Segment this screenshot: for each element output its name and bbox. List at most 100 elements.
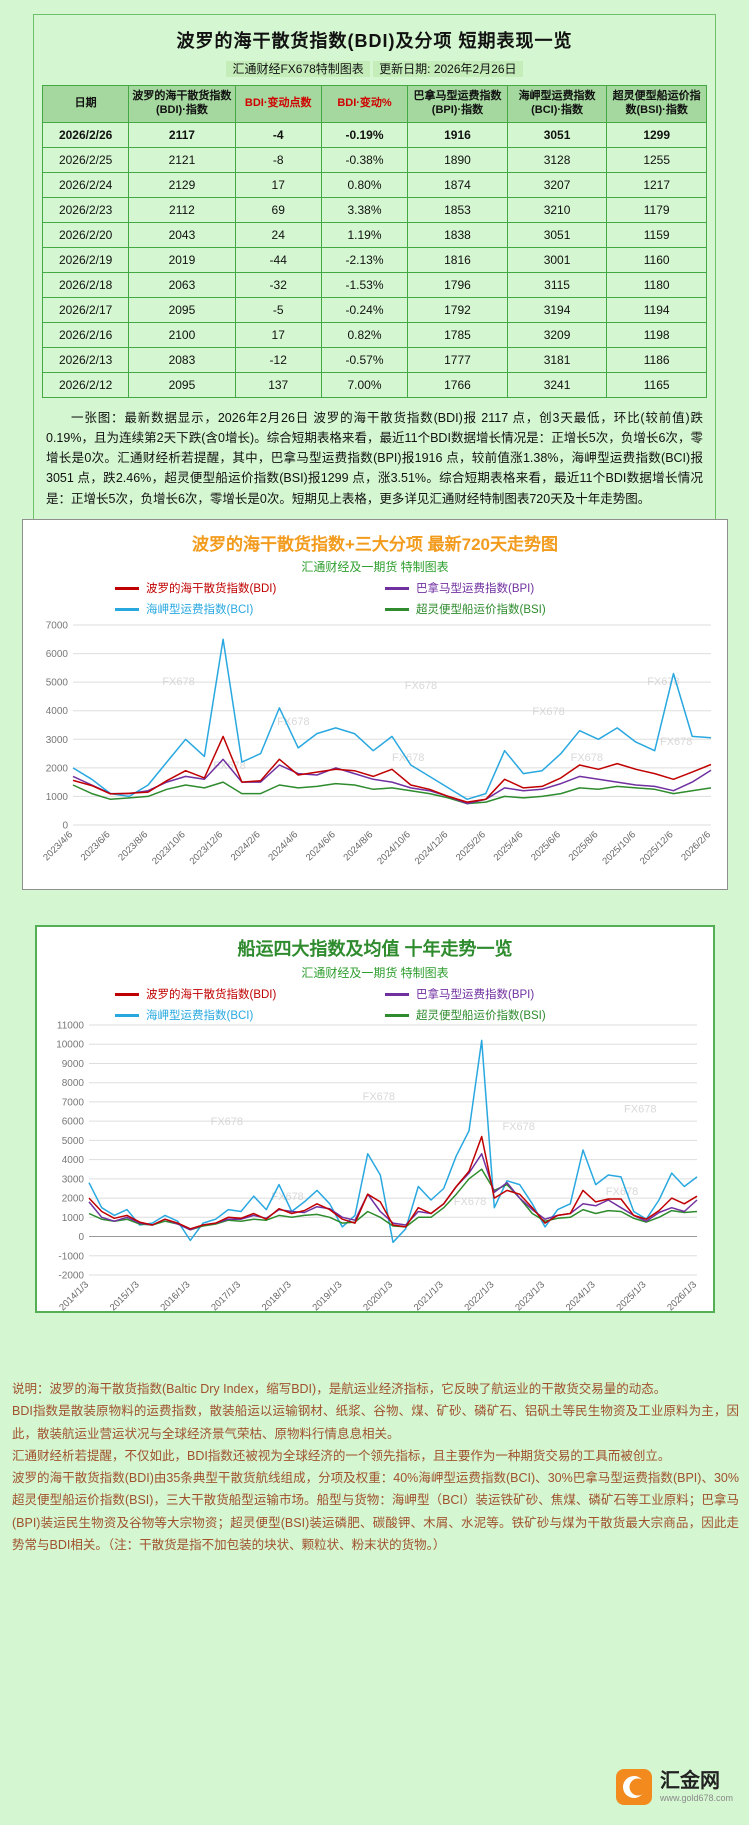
table-body: 2026/2/26 2117 -4 -0.19% 1916 3051 1299 2026/2/… [41,121,707,398]
table-cell: 2026/2/19 [41,246,130,273]
legend-item-bsi: 超灵便型船运价指数(BSI) [385,1007,635,1023]
svg-text:FX678: FX678 [392,752,424,764]
svg-text:3000: 3000 [62,1174,85,1185]
table-cell: 2026/2/26 [41,121,130,148]
table-cell: 2112 [128,196,236,223]
table-cell: 17 [234,321,322,348]
note-composition: 波罗的海干散货指数(BDI)由35条典型干散货航线组成，分项及权重：40%海岬型… [12,1471,739,1552]
svg-text:2014/1/3: 2014/1/3 [57,1279,91,1313]
table-cell: 1165 [606,371,707,398]
chart-720d-title: 波罗的海干散货指数+三大分项 最新720天走势图 [191,535,558,554]
table-cell: 137 [234,371,322,398]
svg-text:2026/2/6: 2026/2/6 [679,829,713,863]
table-cell: -8 [234,146,322,173]
table-cell: 2063 [128,271,236,298]
bpi-line-key [385,992,409,996]
table-cell: 1194 [606,296,707,323]
svg-text:2024/6/6: 2024/6/6 [304,829,338,863]
note-indicator: 汇通财经析若提醒，不仅如此，BDI指数还被视为全球经济的一个领先指标，且主要作为… [12,1448,671,1463]
svg-text:2024/10/6: 2024/10/6 [375,829,413,867]
table-cell: -5 [234,296,322,323]
svg-text:3000: 3000 [46,735,69,746]
bci-line-key [115,607,139,611]
table-cell: 3241 [506,371,608,398]
svg-text:2016/1/3: 2016/1/3 [159,1279,193,1313]
note-definition: 说明：波罗的海干散货指数(Baltic Dry Index，缩写BDI)，是航运… [12,1382,667,1396]
table-cell: 1853 [407,196,508,223]
bdi-short-term-panel: 波罗的海干散货指数(BDI)及分项 短期表现一览 汇通财经FX678特制图表 更… [33,14,716,522]
table-row: 2026/2/18 2063 -32 -1.53% 1796 3115 1180 [41,271,707,298]
svg-text:2017/1/3: 2017/1/3 [209,1279,243,1313]
table-cell: 3115 [506,271,608,298]
table-cell: 0.80% [320,171,409,198]
table-row: 2026/2/17 2095 -5 -0.24% 1792 3194 1194 [41,296,707,323]
table-cell: 1.19% [320,221,409,248]
table-cell: 3051 [506,121,608,148]
chart-720d-panel: 波罗的海干散货指数+三大分项 最新720天走势图 汇通财经及一期货 特制图表 波… [22,519,728,890]
chart-10y-panel: 船运四大指数及均值 十年走势一览 汇通财经及一期货 特制图表 波罗的海干散货指数… [35,925,715,1313]
table-cell: 3128 [506,146,608,173]
svg-text:11000: 11000 [57,1021,85,1032]
table-cell: 0.82% [320,321,409,348]
svg-text:10000: 10000 [56,1040,84,1051]
table-cell: -0.57% [320,346,409,373]
svg-text:2022/1/3: 2022/1/3 [463,1279,497,1313]
svg-text:2025/4/6: 2025/4/6 [492,829,526,863]
svg-text:7000: 7000 [46,621,69,632]
legend-label-bpi: 巴拿马型运费指数(BPI) [416,989,535,1001]
table-cell: 1255 [606,146,707,173]
table-cell: -0.38% [320,146,409,173]
table-cell: 1874 [407,171,508,198]
svg-text:7000: 7000 [62,1097,85,1108]
table-cell: 2026/2/25 [41,146,130,173]
legend-item-bpi: 巴拿马型运费指数(BPI) [385,986,635,1002]
svg-text:FX678: FX678 [571,752,603,764]
table-row: 2026/2/12 2095 137 7.00% 1766 3241 1165 [41,371,707,398]
table-cell: 1766 [407,371,508,398]
table-cell: 17 [234,171,322,198]
chart-10y-legend: 波罗的海干散货指数(BDI) 巴拿马型运费指数(BPI) 海岬型运费指数(BCI… [41,986,709,1023]
table-cell: 3181 [506,346,608,373]
legend-label-bdi: 波罗的海干散货指数(BDI) [146,583,277,595]
table-cell: -12 [234,346,322,373]
table-cell: 2026/2/16 [41,321,130,348]
table-row: 2026/2/23 2112 69 3.38% 1853 3210 1179 [41,196,707,223]
table-cell: 1299 [606,121,707,148]
chart-10y-title: 船运四大指数及均值 十年走势一览 [237,939,513,959]
table-cell: -32 [234,271,322,298]
table-cell: 2083 [128,346,236,373]
table-cell: 2121 [128,146,236,173]
svg-text:1000: 1000 [46,792,69,803]
svg-text:4000: 4000 [62,1155,85,1166]
table-cell: 2129 [128,171,236,198]
chart-720d-legend: 波罗的海干散货指数(BDI) 巴拿马型运费指数(BPI) 海岬型运费指数(BCI… [27,580,723,617]
table-cell: 3207 [506,171,608,198]
logo-name: 汇金网 [659,1770,720,1793]
table-cell: 2026/2/23 [41,196,130,223]
svg-text:2023/8/6: 2023/8/6 [116,829,150,863]
col-bpi-index: 巴拿马型运费指数(BPI)·指数 [407,85,508,123]
svg-text:2023/10/6: 2023/10/6 [150,829,188,867]
table-cell: 2026/2/12 [41,371,130,398]
legend-item-bsi: 超灵便型船运价指数(BSI) [385,601,635,617]
table-cell: 3210 [506,196,608,223]
col-bdi-change-pct: BDI·变动% [320,85,409,123]
table-cell: 2100 [128,321,236,348]
col-bci-index: 海岬型运费指数(BCI)·指数 [506,85,608,123]
svg-text:-2000: -2000 [58,1271,84,1282]
svg-text:FX678: FX678 [532,706,564,718]
svg-text:FX678: FX678 [405,680,437,692]
table-cell: 1890 [407,146,508,173]
table-cell: 2095 [128,296,236,323]
col-date: 日期 [41,85,130,123]
huijin-logo[interactable]: 汇金网 www.gold678.com [615,1769,733,1805]
table-cell: 2026/2/18 [41,271,130,298]
svg-text:0: 0 [62,821,68,832]
table-cell: 2095 [128,371,236,398]
svg-text:2020/1/3: 2020/1/3 [361,1279,395,1313]
table-cell: 2026/2/17 [41,296,130,323]
bci-line-key [115,1013,139,1017]
table-row: 2026/2/20 2043 24 1.19% 1838 3051 1159 [41,221,707,248]
table-cell: 1777 [407,346,508,373]
